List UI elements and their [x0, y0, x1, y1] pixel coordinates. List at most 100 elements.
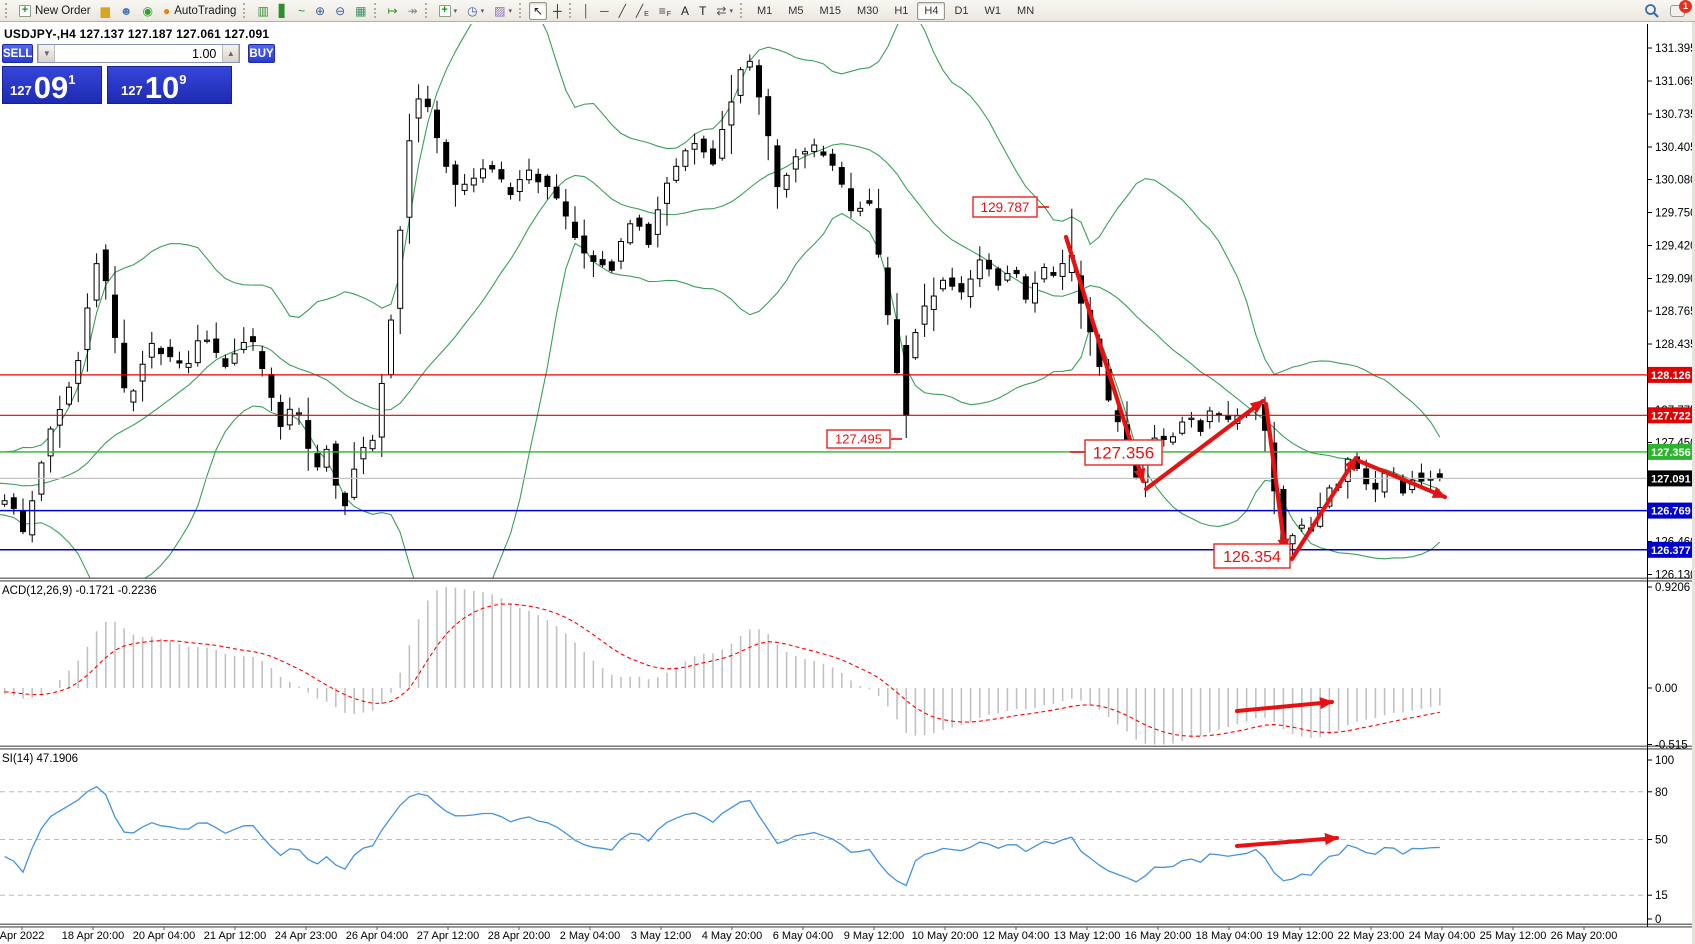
crosshair-button[interactable]: ┼	[549, 2, 566, 20]
rsi-line	[4, 785, 1440, 887]
tf-m5[interactable]: M5	[781, 2, 810, 20]
buy-button[interactable]: BUY	[248, 44, 275, 63]
text-label-button[interactable]: T	[695, 2, 710, 20]
trend-arrow-3	[1263, 401, 1290, 554]
trend-arrow-4	[1289, 455, 1359, 562]
signal-icon[interactable]: ◉	[138, 2, 156, 20]
template-button[interactable]: ▨ ▾	[490, 2, 516, 20]
tf-h4-label: H4	[924, 4, 939, 17]
autoscroll-button[interactable]: ↦	[384, 2, 402, 20]
sell-price-pip: 1	[68, 72, 76, 87]
line-chart-icon: ~	[298, 3, 306, 18]
tf-h1[interactable]: H1	[887, 2, 915, 20]
horizontal-line-button[interactable]: ─	[596, 2, 613, 20]
svg-text:0: 0	[1655, 914, 1661, 926]
svg-text:-0.515: -0.515	[1655, 740, 1688, 752]
indicators-icon: +	[438, 4, 451, 17]
svg-text:Apr 2022: Apr 2022	[0, 930, 44, 942]
sell-button[interactable]: SELL	[2, 44, 34, 63]
volume-input[interactable]	[55, 45, 223, 62]
macd-histogram	[3, 587, 1441, 745]
axes: 131.395 131.065 130.735 130.405 130.080 129.7…	[0, 24, 1695, 928]
svg-text:24 Apr 23:00: 24 Apr 23:00	[275, 930, 337, 942]
vertical-line-button[interactable]: │	[579, 2, 595, 20]
new-order-button[interactable]: + New Order	[15, 2, 95, 20]
macd-indicator-label: ACD(12,26,9) -0.1721 -0.2236	[2, 585, 157, 597]
price-annotation-box	[826, 429, 891, 449]
tf-m15[interactable]: M15	[813, 2, 848, 20]
toolbar-grip	[424, 3, 430, 18]
fibonacci-button[interactable]: ≡ F	[655, 2, 675, 20]
sell-price-display[interactable]: 127 09 1	[2, 66, 102, 104]
toolbar-grip	[568, 3, 574, 18]
line-chart-button[interactable]: ~	[294, 2, 309, 20]
tf-m1[interactable]: M1	[750, 2, 779, 20]
horizontal-line-icon: ─	[600, 3, 609, 18]
svg-text:80: 80	[1655, 787, 1668, 799]
rsi-plot	[0, 785, 1647, 896]
text-label-icon: T	[699, 3, 707, 18]
trend-arrow-5	[1356, 458, 1448, 500]
tf-w1[interactable]: W1	[978, 2, 1009, 20]
trendline-button[interactable]: ╱	[615, 2, 630, 20]
channel-button[interactable]: ╱ E	[632, 2, 653, 20]
svg-text:22 May 23:00: 22 May 23:00	[1338, 930, 1405, 942]
autotrading-button[interactable]: ● AutoTrading	[159, 2, 240, 20]
chart-title: USDJPY-,H4 127.137 127.187 127.061 127.0…	[4, 27, 270, 41]
svg-text:18 May 04:00: 18 May 04:00	[1196, 930, 1263, 942]
buy-price-display[interactable]: 127 10 9	[107, 66, 232, 104]
svg-text:25 May 12:00: 25 May 12:00	[1480, 930, 1547, 942]
svg-text:10 May 20:00: 10 May 20:00	[912, 930, 979, 942]
svg-text:126.354: 126.354	[1223, 549, 1281, 566]
text-button[interactable]: A	[677, 2, 693, 20]
new-order-icon: +	[19, 4, 31, 17]
volume-increase-button[interactable]: ▲	[222, 45, 240, 62]
svg-text:26 May 20:00: 26 May 20:00	[1551, 930, 1618, 942]
svg-text:18 Apr 20:00: 18 Apr 20:00	[62, 930, 124, 942]
bar-chart-button[interactable]: ▥	[253, 2, 272, 20]
svg-text:16 May 20:00: 16 May 20:00	[1125, 930, 1192, 942]
mail-icon[interactable]: ▆	[97, 2, 114, 20]
indicators-button[interactable]: + ▾	[435, 2, 462, 20]
autoscroll-icon: ↦	[387, 3, 398, 18]
volume-decrease-button[interactable]: ▼	[38, 45, 56, 62]
tf-m30[interactable]: M30	[850, 2, 885, 20]
tf-h4[interactable]: H4	[917, 1, 946, 20]
chart-shift-button[interactable]: ↠	[404, 2, 422, 20]
price-tag-127.091	[1648, 470, 1695, 487]
svg-text:9 May 12:00: 9 May 12:00	[844, 930, 905, 942]
arrows-icon: ⇄	[716, 3, 727, 18]
tile-windows-icon: ▦	[355, 3, 367, 18]
search-icon[interactable]	[1644, 3, 1660, 19]
svg-text:127.091: 127.091	[1651, 473, 1691, 485]
price-tag-127.356	[1648, 443, 1695, 460]
template-icon: ▨	[494, 3, 506, 18]
vertical-line-icon: │	[582, 3, 591, 18]
zoom-out-button[interactable]: ⊖	[331, 2, 349, 20]
tf-d1[interactable]: D1	[947, 2, 975, 20]
autotrading-button-label: AutoTrading	[174, 4, 237, 17]
candlestick-chart-button[interactable]: ▋	[275, 2, 292, 20]
svg-text:0.00: 0.00	[1655, 683, 1677, 695]
price-tag-127.722	[1648, 407, 1695, 424]
toolbar: + New Order ▆ ☻ ◉ ● AutoTrading ▥ ▋ ~ ⊕ ⊖ ▦ ↦ ↠ + ▾ ◷ ▾ ▨ ▾ ↖…	[0, 0, 1695, 22]
profile-icon[interactable]: ☻	[116, 2, 137, 20]
tile-windows-button[interactable]: ▦	[351, 2, 370, 20]
cursor-button[interactable]: ↖	[529, 1, 548, 20]
notifications-icon[interactable]: 1	[1670, 0, 1692, 17]
tf-h1-label: H1	[894, 4, 909, 17]
toolbar-grip	[5, 3, 10, 18]
svg-text:2 May 04:00: 2 May 04:00	[560, 930, 621, 942]
bollinger-lower-band	[0, 212, 1441, 579]
arrows-button[interactable]: ⇄ ▾	[712, 2, 737, 20]
trend-arrow-2	[1143, 398, 1266, 492]
periods-button[interactable]: ◷ ▾	[463, 2, 488, 20]
chart-shift-icon: ↠	[407, 3, 418, 18]
tf-mn-label: MN	[1017, 4, 1035, 17]
zoom-in-button[interactable]: ⊕	[311, 2, 329, 20]
tf-mn[interactable]: MN	[1010, 2, 1041, 20]
svg-text:130.405: 130.405	[1655, 142, 1695, 154]
svg-text:129.420: 129.420	[1655, 241, 1695, 253]
